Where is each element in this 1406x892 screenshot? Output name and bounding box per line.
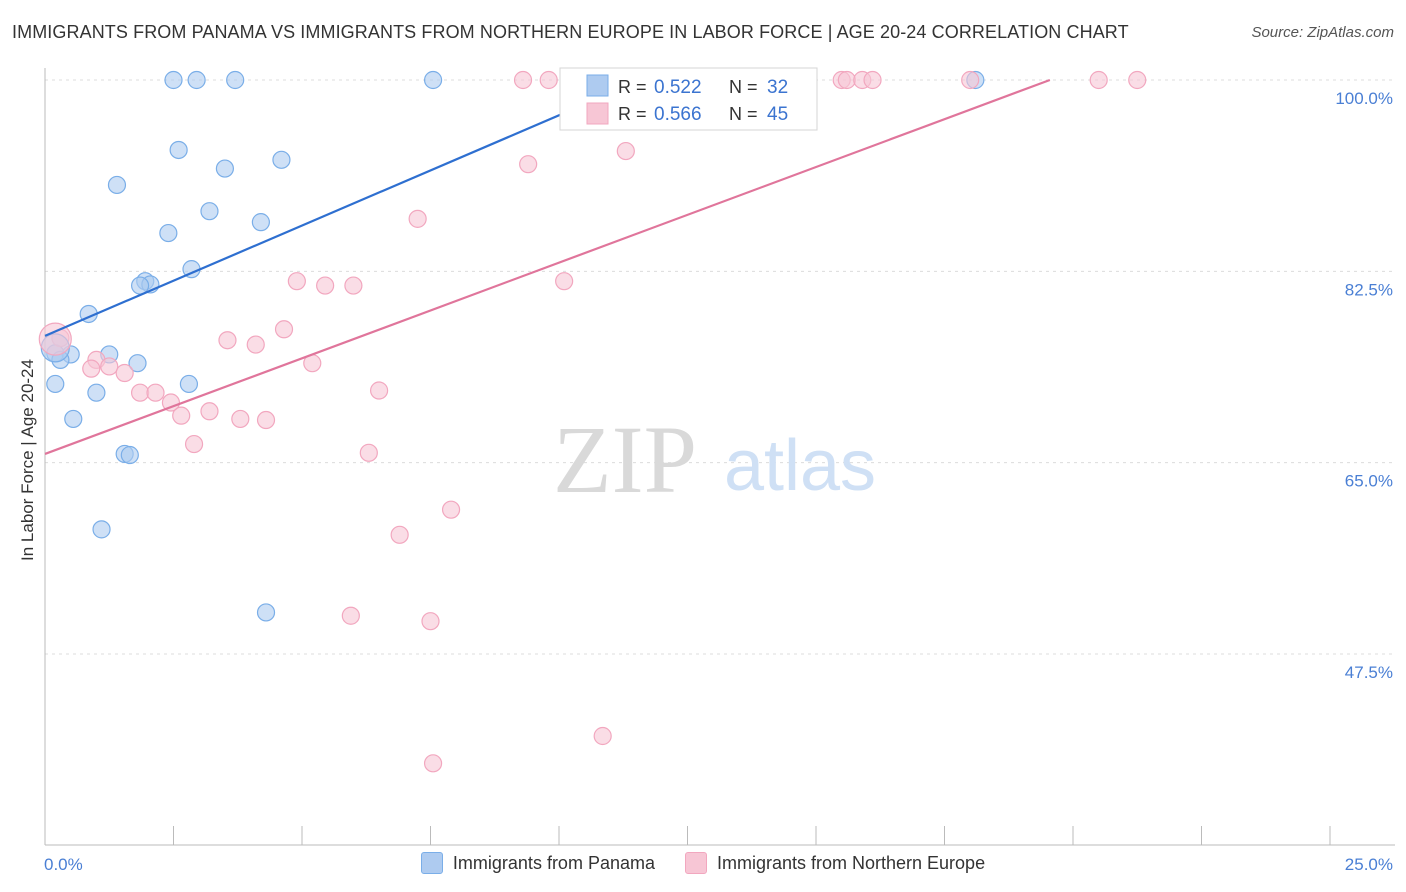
point-northern-europe [593, 726, 612, 746]
legend-swatch-northern-europe [586, 102, 609, 125]
point-panama [164, 70, 183, 90]
point-northern-europe [256, 410, 276, 430]
legend-r-value-2: 0.566 [654, 104, 702, 125]
legend-marker-panama [420, 852, 443, 874]
point-panama [423, 70, 443, 90]
point-northern-europe [390, 525, 409, 544]
point-panama [159, 223, 178, 243]
point-northern-europe [200, 402, 219, 421]
point-panama [251, 213, 270, 232]
point-northern-europe [408, 209, 427, 228]
point-northern-europe [837, 70, 856, 90]
point-northern-europe [246, 335, 265, 354]
legend-n-value-1: 32 [767, 77, 788, 98]
x-tick-label-max: 25.0% [1345, 855, 1393, 874]
point-northern-europe [370, 381, 389, 400]
point-northern-europe [1089, 70, 1108, 90]
trend-lines [44, 78, 1051, 455]
legend-n-label-1: N = [729, 77, 758, 97]
point-northern-europe [359, 443, 378, 462]
point-panama [226, 70, 245, 90]
correlation-legend: R = 0.522 N = 32 R = 0.566 N = 45 [559, 67, 818, 131]
point-northern-europe [961, 70, 980, 90]
point-northern-europe [161, 393, 181, 412]
point-northern-europe [539, 70, 558, 90]
legend-n-label-2: N = [729, 104, 758, 124]
legend-label-panama: Immigrants from Panama [452, 852, 655, 873]
x-tick-labels: 0.0% 25.0% [44, 855, 1393, 874]
point-panama [169, 140, 188, 160]
point-panama [128, 354, 147, 373]
point-northern-europe [38, 322, 72, 356]
point-northern-europe [184, 434, 204, 454]
gridlines [45, 79, 1395, 655]
point-northern-europe [100, 357, 119, 376]
legend-r-label-2: R = [618, 104, 647, 124]
x-tick-label-min: 0.0% [44, 855, 83, 874]
point-northern-europe [344, 276, 363, 295]
point-panama [46, 374, 65, 394]
point-northern-europe [130, 383, 150, 402]
legend-r-value-1: 0.522 [654, 77, 702, 98]
trend-line-northern-europe [44, 78, 1051, 455]
series-legend: Immigrants from Panama Immigrants from N… [0, 852, 1406, 874]
point-northern-europe [82, 359, 101, 378]
point-northern-europe [863, 70, 882, 90]
point-northern-europe [316, 276, 335, 295]
point-panama [200, 202, 219, 221]
point-panama [92, 520, 111, 539]
point-northern-europe [287, 272, 306, 291]
legend-r-label-1: R = [618, 77, 647, 97]
watermark-atlas: atlas [724, 426, 876, 506]
legend-item-northern-europe: Immigrants from Northern Europe [684, 852, 986, 874]
point-panama [187, 70, 206, 90]
point-northern-europe [172, 406, 191, 425]
point-northern-europe [115, 363, 134, 383]
point-panama [107, 175, 127, 195]
point-northern-europe [274, 320, 294, 339]
chart-title: IMMIGRANTS FROM PANAMA VS IMMIGRANTS FRO… [12, 22, 1129, 42]
point-northern-europe [513, 70, 533, 90]
point-panama [256, 603, 276, 622]
point-northern-europe [421, 612, 440, 631]
y-tick-labels: 47.5% 65.0% 82.5% 100.0% [1335, 89, 1393, 682]
legend-marker-northern-europe [684, 852, 707, 874]
point-northern-europe [519, 155, 538, 174]
point-panama [87, 383, 106, 402]
y-tick-label: 100.0% [1335, 89, 1393, 108]
y-tick-label: 47.5% [1345, 663, 1393, 682]
point-northern-europe [423, 754, 443, 773]
point-northern-europe [555, 272, 574, 291]
point-northern-europe [146, 383, 165, 402]
trend-line-panama [44, 78, 642, 337]
legend-item-panama: Immigrants from Panama [420, 852, 655, 874]
point-northern-europe [441, 500, 461, 519]
legend-n-value-2: 45 [767, 104, 788, 125]
point-northern-europe [341, 606, 360, 625]
point-panama [64, 409, 83, 429]
point-panama [272, 150, 291, 169]
point-panama [215, 159, 234, 178]
source-label: Source: ZipAtlas.com [1251, 24, 1394, 41]
legend-label-northern-europe: Immigrants from Northern Europe [716, 852, 986, 873]
point-northern-europe [218, 331, 237, 350]
point-panama [179, 374, 199, 394]
point-northern-europe [616, 141, 635, 161]
y-tick-label: 82.5% [1345, 280, 1393, 299]
watermark-zip: ZIP [553, 406, 697, 513]
legend-swatch-panama [586, 74, 609, 97]
y-tick-label: 65.0% [1345, 472, 1393, 491]
watermark: ZIP atlas [553, 406, 876, 513]
point-northern-europe [231, 409, 250, 429]
point-northern-europe [1128, 70, 1147, 90]
axes [44, 68, 1395, 846]
point-panama [120, 445, 139, 465]
